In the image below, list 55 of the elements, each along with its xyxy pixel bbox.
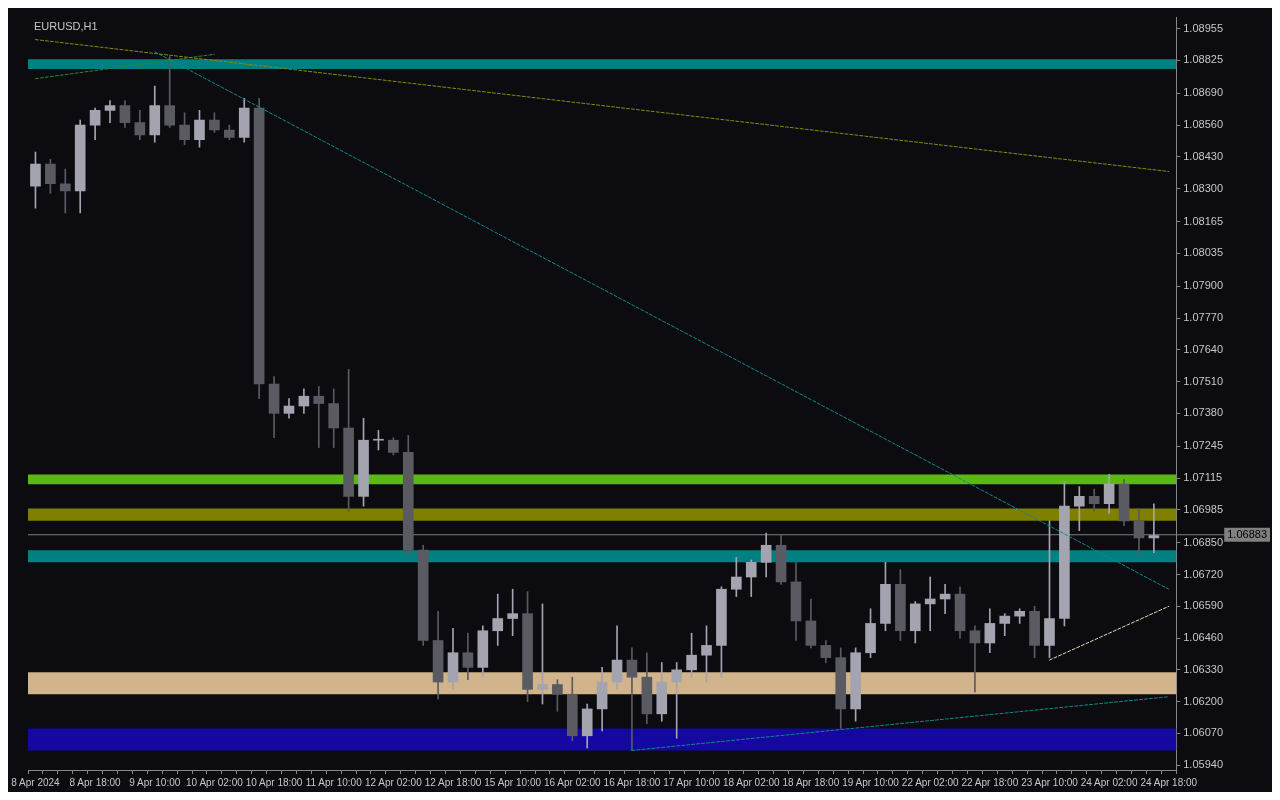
x-tick-label: 19 Apr 10:00 xyxy=(842,776,900,788)
chart-title: EURUSD,H1 xyxy=(34,20,98,33)
y-tick-label: 1.06070 xyxy=(1183,726,1223,739)
candlestick xyxy=(626,647,638,751)
y-tick-label: 1.08690 xyxy=(1183,86,1223,99)
x-tick-label: 24 Apr 02:00 xyxy=(1080,776,1138,788)
y-tick-label: 1.08035 xyxy=(1183,246,1223,259)
x-tick-label: 9 Apr 10:00 xyxy=(129,776,181,788)
x-tick-label: 16 Apr 02:00 xyxy=(543,776,602,788)
y-tick-label: 1.08430 xyxy=(1183,149,1223,162)
y-tick-label: 1.07115 xyxy=(1183,471,1223,484)
y-tick-label: 1.06590 xyxy=(1183,599,1223,612)
y-tick-label: 1.06985 xyxy=(1183,502,1223,515)
y-tick-label: 1.07770 xyxy=(1183,311,1223,324)
candlestick xyxy=(313,386,325,448)
y-tick-label: 1.08560 xyxy=(1183,118,1223,131)
x-tick-label: 12 Apr 02:00 xyxy=(364,776,423,788)
y-tick-label: 1.07245 xyxy=(1183,439,1223,452)
x-tick-label: 10 Apr 18:00 xyxy=(245,776,303,788)
x-tick-label: 18 Apr 18:00 xyxy=(782,776,840,788)
x-tick-label: 12 Apr 18:00 xyxy=(424,776,482,788)
x-tick-label: 16 Apr 18:00 xyxy=(603,776,661,788)
y-tick-label: 1.08165 xyxy=(1183,214,1223,227)
x-tick-label: 8 Apr 2024 xyxy=(11,776,61,788)
candlestick xyxy=(492,593,504,646)
x-tick-label: 8 Apr 18:00 xyxy=(69,776,122,788)
y-tick-label: 1.05940 xyxy=(1183,758,1223,771)
y-tick-label: 1.08955 xyxy=(1183,21,1223,34)
x-tick-label: 22 Apr 18:00 xyxy=(961,776,1019,788)
y-tick-label: 1.06200 xyxy=(1183,694,1223,707)
x-tick-label: 23 Apr 10:00 xyxy=(1021,776,1079,788)
y-tick-label: 1.07900 xyxy=(1183,279,1223,292)
x-tick-label: 22 Apr 02:00 xyxy=(901,776,959,788)
y-tick-label: 1.08825 xyxy=(1183,53,1223,66)
y-tick-label: 1.07380 xyxy=(1183,406,1223,419)
y-tick-label: 1.08300 xyxy=(1183,181,1223,194)
y-tick-label: 1.07510 xyxy=(1183,374,1223,387)
x-tick-label: 24 Apr 18:00 xyxy=(1140,776,1198,788)
ref-line-label: 1.06883 xyxy=(1227,527,1267,540)
y-tick-label: 1.06330 xyxy=(1183,662,1223,675)
candlestick xyxy=(671,662,683,739)
x-tick-label: 11 Apr 10:00 xyxy=(305,776,363,788)
y-tick-label: 1.07640 xyxy=(1183,342,1223,355)
candlestick xyxy=(1073,486,1085,531)
x-tick-label: 17 Apr 10:00 xyxy=(663,776,721,788)
x-tick-label: 10 Apr 02:00 xyxy=(186,776,244,788)
y-tick-label: 1.06850 xyxy=(1183,535,1223,548)
x-tick-label: 15 Apr 10:00 xyxy=(484,776,542,788)
candlestick xyxy=(59,168,71,214)
candlestick xyxy=(1148,503,1160,553)
x-tick-label: 18 Apr 02:00 xyxy=(722,776,781,788)
y-tick-label: 1.06720 xyxy=(1183,567,1223,580)
candlestick xyxy=(969,625,981,693)
y-tick-label: 1.06460 xyxy=(1183,631,1223,644)
candlestick xyxy=(924,576,936,632)
